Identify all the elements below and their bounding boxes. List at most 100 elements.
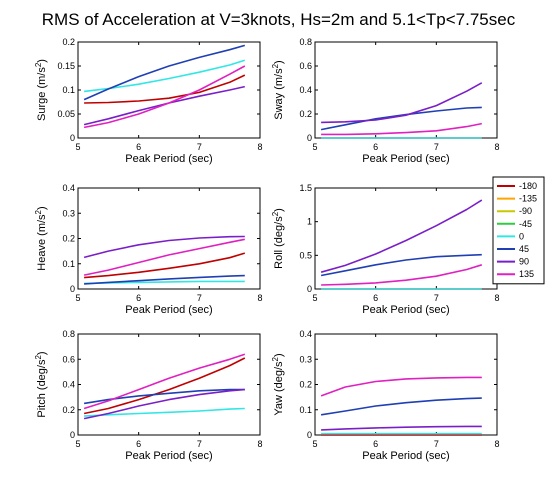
y-axis-label-main: Pitch (deg/s <box>36 359 48 418</box>
legend: -180 -135 -90 -45 0 45 90 135 <box>492 176 545 285</box>
y-tick-label: 0.2 <box>62 405 75 415</box>
y-tick-label: 0 <box>70 133 75 143</box>
legend-label: 90 <box>519 257 529 267</box>
x-tick-label: 5 <box>312 293 317 303</box>
series-line-0 <box>84 407 245 417</box>
x-tick-label: 8 <box>494 293 499 303</box>
series-line--180 <box>84 252 246 279</box>
series-line-45 <box>83 388 245 405</box>
y-axis-label: Sway (m/s2) <box>271 60 285 119</box>
series-line-135 <box>83 238 245 276</box>
x-axis-label: Peak Period (sec) <box>125 450 212 462</box>
series-line-45 <box>320 253 482 277</box>
y-axis-label-superscript: 2 <box>34 209 43 214</box>
subplot-3: 5 6 7 8 0 0.1 0.2 0.3 0.4 Peak Period (sec) Heave … <box>34 183 263 316</box>
x-axis-label: Peak Period (sec) <box>362 304 449 316</box>
x-tick-label: 7 <box>197 439 202 449</box>
y-tick-label: 0.4 <box>299 85 312 95</box>
x-axis-label: Peak Period (sec) <box>125 153 212 165</box>
figure-title: RMS of Acceleration at V=3knots, Hs=2m a… <box>41 10 516 29</box>
y-axis-label-superscript: 2 <box>271 63 280 68</box>
y-tick-label: 0.4 <box>299 329 312 339</box>
x-tick-label: 5 <box>75 293 80 303</box>
y-tick-label: 0.3 <box>62 208 75 218</box>
series-line-135 <box>320 376 482 397</box>
y-axis-label-end: ) <box>273 208 285 212</box>
y-axis-label-end: ) <box>36 59 48 63</box>
y-axis-label-end: ) <box>273 60 285 64</box>
x-tick-label: 6 <box>373 439 378 449</box>
series-line-135 <box>321 264 483 286</box>
legend-label: 135 <box>519 269 534 279</box>
y-axis-label-superscript: 2 <box>271 211 280 216</box>
y-tick-label: 0 <box>307 430 312 440</box>
y-tick-label: 0 <box>307 284 312 294</box>
y-axis-label-end: ) <box>273 353 285 357</box>
y-tick-label: 0.1 <box>62 259 75 269</box>
y-tick-label: 0.1 <box>299 405 312 415</box>
legend-label: 45 <box>519 244 529 254</box>
x-tick-label: 7 <box>434 293 439 303</box>
y-tick-label: 0.3 <box>299 354 312 364</box>
x-tick-label: 7 <box>197 293 202 303</box>
y-axis-label: Pitch (deg/s2) <box>34 351 48 417</box>
series-line-90 <box>321 425 482 431</box>
series-line-45 <box>320 397 482 416</box>
x-tick-label: 8 <box>257 142 262 152</box>
y-tick-label: 1.5 <box>299 183 312 193</box>
y-axis-label-main: Surge (m/s <box>36 67 48 121</box>
y-tick-label: 0.2 <box>299 380 312 390</box>
subplot-1: 5 6 7 8 0 0.05 0.1 0.15 0.2 Peak Period (sec) Surg… <box>34 37 263 165</box>
y-tick-label: 0.6 <box>299 61 312 71</box>
axes-box <box>314 333 498 436</box>
y-axis-label-main: Heave (m/s <box>36 214 48 271</box>
y-axis-label-main: Sway (m/s <box>273 68 285 120</box>
y-tick-label: 0.5 <box>299 250 312 260</box>
y-axis-label-main: Yaw (deg/s <box>273 361 285 416</box>
y-axis-label-end: ) <box>36 206 48 210</box>
y-tick-label: 0.2 <box>62 37 75 47</box>
series-line-135 <box>321 122 482 136</box>
y-tick-label: 0.6 <box>62 354 75 364</box>
y-axis-label-superscript: 2 <box>34 355 43 360</box>
series-line-90 <box>321 82 483 124</box>
x-tick-label: 7 <box>434 142 439 152</box>
x-axis-label: Peak Period (sec) <box>125 304 212 316</box>
x-tick-label: 8 <box>257 439 262 449</box>
subplot-6: 5 6 7 8 0 0.1 0.2 0.3 0.4 Peak Period (sec) Yaw (d… <box>271 329 500 462</box>
y-tick-label: 0 <box>307 133 312 143</box>
x-tick-label: 5 <box>75 439 80 449</box>
axes-box <box>77 333 261 436</box>
legend-box <box>492 176 545 285</box>
subplot-4: 5 6 7 8 0 0.5 1 1.5 Peak Period (sec) Roll (deg/s… <box>271 183 500 316</box>
y-tick-label: 0.2 <box>299 109 312 119</box>
subplot-5: 5 6 7 8 0 0.2 0.4 0.6 0.8 Peak Period (sec) Pitch … <box>34 329 263 462</box>
series-line-45 <box>84 274 245 285</box>
legend-label: 0 <box>519 231 524 241</box>
y-tick-label: 0 <box>70 284 75 294</box>
y-tick-label: 1 <box>307 217 312 227</box>
x-tick-label: 6 <box>373 142 378 152</box>
x-tick-label: 8 <box>257 293 262 303</box>
x-tick-label: 8 <box>494 142 499 152</box>
x-tick-label: 5 <box>312 142 317 152</box>
x-tick-label: 6 <box>136 439 141 449</box>
y-axis-label: Heave (m/s2) <box>34 206 48 270</box>
y-axis-label-superscript: 2 <box>271 356 280 361</box>
x-axis-label: Peak Period (sec) <box>362 450 449 462</box>
series-line-90 <box>83 388 245 420</box>
x-tick-label: 5 <box>75 142 80 152</box>
series-line-90 <box>83 235 245 259</box>
x-tick-label: 6 <box>373 293 378 303</box>
series-line-90 <box>320 199 483 273</box>
x-tick-label: 7 <box>434 439 439 449</box>
x-tick-label: 8 <box>494 439 499 449</box>
series-line--180 <box>83 357 246 415</box>
axes-box <box>314 187 498 290</box>
y-axis-label-superscript: 2 <box>34 62 43 67</box>
y-tick-label: 0.05 <box>57 109 75 119</box>
legend-label: -90 <box>519 206 532 216</box>
x-tick-label: 6 <box>136 293 141 303</box>
